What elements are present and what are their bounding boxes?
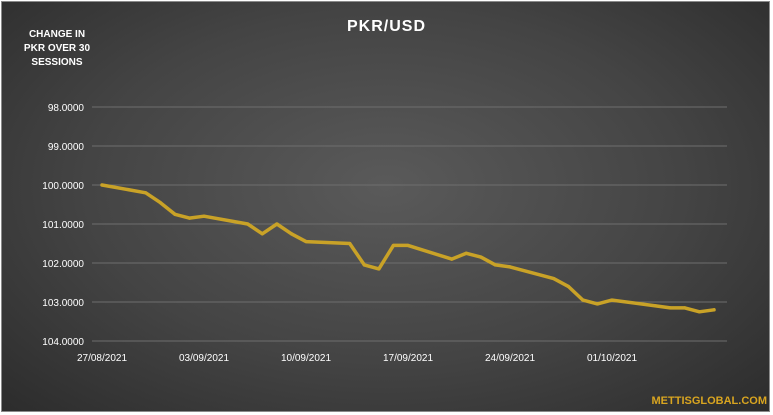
series-line: [100, 183, 716, 314]
data-point: [100, 183, 104, 187]
data-point: [479, 255, 483, 259]
y-tick-label: 98.0000: [48, 103, 85, 114]
data-point: [654, 304, 658, 308]
data-point: [391, 243, 396, 248]
data-point: [158, 200, 162, 205]
data-point: [348, 241, 352, 246]
data-point: [289, 232, 294, 236]
x-tick-label: 01/10/2021: [587, 353, 637, 364]
data-point: [304, 239, 308, 244]
data-point: [566, 284, 570, 288]
data-point: [493, 263, 498, 267]
data-point: [406, 243, 410, 248]
data-point: [173, 212, 177, 216]
y-tick-label: 101.0000: [42, 220, 84, 231]
data-point: [187, 216, 192, 220]
data-point: [683, 306, 687, 310]
y-axis-title: CHANGE IN PKR OVER 30 SESSIONS: [10, 28, 104, 70]
data-point: [246, 222, 250, 226]
y-tick-label: 102.0000: [42, 259, 84, 270]
x-tick-label: 17/09/2021: [383, 353, 433, 364]
x-tick-label: 10/09/2021: [281, 353, 331, 364]
y-tick-label: 99.0000: [48, 142, 85, 153]
data-point: [668, 306, 672, 310]
y-tick-label: 103.0000: [42, 298, 84, 309]
x-tick-label: 24/09/2021: [485, 353, 535, 364]
data-point: [275, 222, 279, 226]
chart-title: PKR/USD: [346, 18, 426, 35]
y-axis-title-line-1: CHANGE IN: [28, 29, 86, 40]
y-axis-title-line-2: PKR OVER 30: [23, 43, 91, 54]
y-tick-label: 100.0000: [42, 181, 84, 192]
data-point: [697, 310, 702, 314]
data-point: [362, 263, 366, 267]
data-point: [260, 232, 264, 236]
data-point: [595, 302, 600, 306]
data-point: [450, 257, 454, 261]
watermark-text: METTISGLOBAL.COM: [651, 395, 768, 407]
x-tick-label: 03/09/2021: [179, 353, 229, 364]
data-point: [202, 214, 206, 218]
data-point: [581, 298, 585, 302]
x-tick-label: 27/08/2021: [77, 353, 127, 364]
y-axis-title-line-3: SESSIONS: [31, 57, 83, 68]
y-tick-label: 104.0000: [42, 337, 84, 348]
data-point: [144, 191, 148, 195]
data-point: [552, 277, 556, 281]
data-point: [508, 265, 512, 269]
data-point: [464, 251, 468, 255]
data-point: [610, 298, 614, 302]
data-point: [712, 308, 716, 312]
data-point: [377, 267, 381, 271]
